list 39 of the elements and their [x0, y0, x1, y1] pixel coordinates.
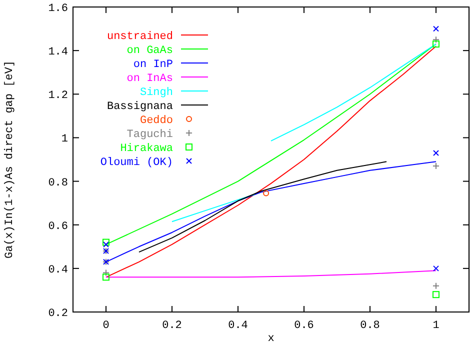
y-tick-label: 1.4 — [48, 46, 68, 59]
legend-label: on InAs — [126, 73, 173, 85]
x-tick-label: 0.6 — [294, 320, 314, 332]
point — [102, 238, 110, 246]
legend-label: Singh — [140, 87, 173, 99]
x-tick-label: 0.2 — [162, 320, 182, 332]
point — [432, 36, 440, 44]
x-tick-label: 0.4 — [228, 320, 248, 332]
y-tick-label: 0.2 — [48, 308, 68, 320]
point — [433, 265, 439, 272]
legend-label: Geddo — [140, 115, 173, 127]
y-axis-title: Ga(x)In(1-x)As direct gap [eV] — [4, 60, 16, 259]
legend-label: Taguchi — [126, 129, 174, 141]
point — [102, 274, 110, 281]
point — [103, 241, 109, 248]
y-tick-label: 0.4 — [48, 264, 68, 276]
x-tick-label: 0 — [102, 320, 110, 332]
y-tick-label: 1.6 — [48, 3, 68, 15]
point — [432, 40, 440, 48]
y-tick-label: 1 — [61, 134, 68, 146]
x-axis-title: x — [268, 333, 275, 344]
y-tick-label: 0.6 — [48, 220, 68, 233]
point — [102, 269, 110, 276]
legend-label: unstrained — [106, 31, 173, 43]
point — [433, 150, 439, 156]
point — [433, 26, 439, 32]
point — [432, 291, 440, 298]
legend-label: Bassignana — [106, 101, 174, 113]
x-tick-label: 0.8 — [360, 320, 380, 332]
point — [432, 162, 440, 170]
point — [432, 282, 440, 290]
legend-label: on GaAs — [126, 45, 173, 57]
legend-label: Hirakawa — [120, 143, 174, 155]
point — [263, 190, 270, 196]
legend-label: Oloumi (OK) — [100, 157, 173, 169]
x-tick-label: 1 — [432, 320, 440, 332]
y-tick-label: 1.2 — [48, 90, 68, 102]
legend-label: on InP — [133, 59, 174, 71]
y-tick-label: 0.8 — [48, 177, 68, 190]
